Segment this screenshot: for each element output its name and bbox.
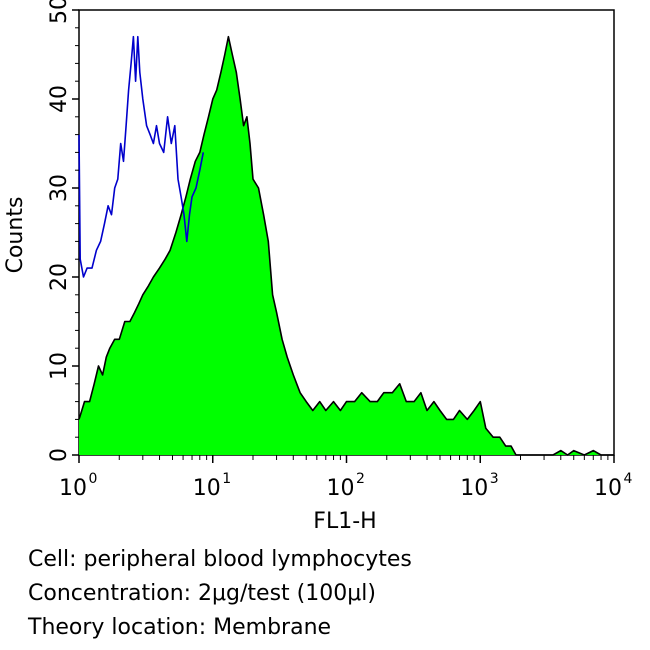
- caption-location: Theory location: Membrane: [28, 615, 332, 640]
- series-line: [78, 35, 205, 278]
- caption-concentration: Concentration: 2μg/test (100μl): [28, 581, 376, 606]
- x-tick-exponent: 0: [89, 471, 98, 487]
- y-tick-label: 10: [47, 352, 72, 380]
- x-tick-label: 10: [460, 476, 488, 501]
- y-axis-title: Counts: [3, 197, 28, 274]
- x-axis-title: FL1-H: [313, 509, 376, 530]
- y-tick-label: 50: [47, 0, 72, 24]
- x-tick-label: 10: [59, 476, 87, 501]
- y-tick-label: 0: [47, 448, 72, 462]
- x-tick-label: 10: [594, 476, 622, 501]
- series-area: [79, 36, 614, 455]
- y-tick-label: 20: [47, 263, 72, 291]
- series-line: [78, 35, 614, 456]
- x-tick-exponent: 1: [222, 471, 231, 487]
- caption-cell: Cell: peripheral blood lymphocytes: [28, 547, 412, 572]
- x-tick-label: 10: [193, 476, 221, 501]
- caption-block: Cell: peripheral blood lymphocytes Conce…: [28, 543, 638, 645]
- series-layer: [78, 35, 614, 456]
- x-tick-label: 10: [327, 476, 355, 501]
- x-tick-exponent: 3: [490, 471, 499, 487]
- x-tick-exponent: 4: [624, 471, 633, 487]
- y-tick-label: 30: [47, 174, 72, 202]
- y-tick-label: 40: [47, 85, 72, 113]
- x-tick-exponent: 2: [356, 471, 365, 487]
